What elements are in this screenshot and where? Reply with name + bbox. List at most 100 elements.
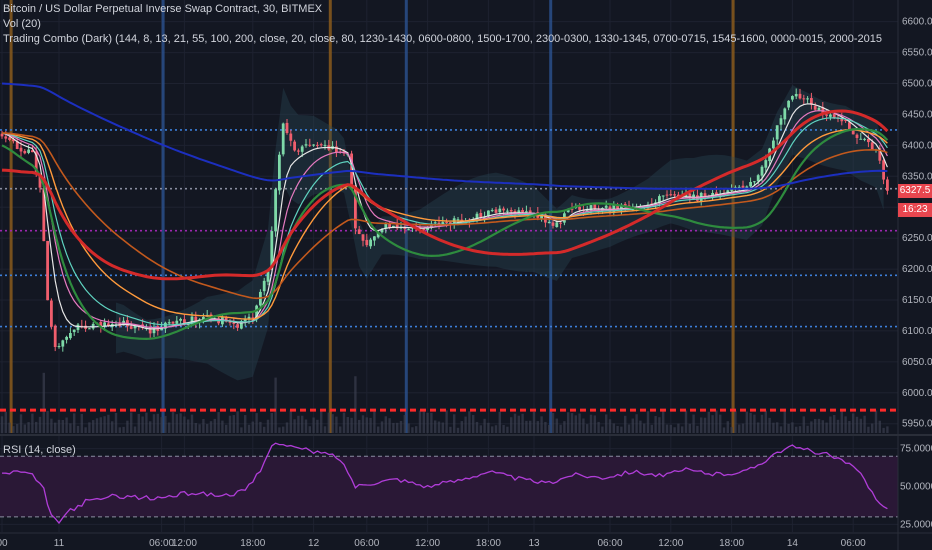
candle bbox=[566, 209, 570, 213]
candle bbox=[855, 134, 859, 138]
volume-bar bbox=[308, 426, 311, 433]
volume-bar bbox=[437, 421, 441, 433]
volume-bar bbox=[760, 414, 764, 433]
volume-bar bbox=[491, 426, 494, 433]
candle bbox=[802, 98, 806, 100]
candle bbox=[540, 214, 543, 219]
volume-bar bbox=[472, 414, 475, 433]
last-price-tag: 6327.5 bbox=[898, 184, 932, 198]
volume-bar bbox=[339, 426, 342, 433]
volume-bar bbox=[741, 423, 745, 433]
candle bbox=[15, 140, 19, 149]
volume-bar bbox=[54, 422, 57, 433]
volume-bar bbox=[810, 421, 813, 433]
candle bbox=[422, 228, 426, 231]
volume-bar bbox=[217, 412, 220, 433]
volume-bar bbox=[669, 424, 672, 433]
volume-bar bbox=[369, 417, 372, 433]
time-tick-label: 18:00 bbox=[476, 538, 501, 549]
candle bbox=[521, 210, 524, 213]
volume-bar bbox=[304, 419, 308, 433]
candle bbox=[179, 318, 182, 321]
volume-bar bbox=[768, 417, 771, 433]
volume-bar bbox=[867, 426, 870, 433]
volume-bar bbox=[529, 420, 532, 433]
time-tick-label: 12:00 bbox=[172, 538, 197, 549]
time-tick-label: 06:00 bbox=[841, 538, 866, 549]
candle bbox=[72, 329, 76, 333]
volume-bar bbox=[251, 421, 254, 433]
session-column bbox=[731, 0, 735, 433]
volume-bar bbox=[654, 416, 657, 433]
volume-bar bbox=[525, 420, 528, 433]
candle bbox=[783, 108, 787, 120]
volume-bar bbox=[859, 418, 862, 433]
candle bbox=[813, 105, 817, 110]
candle bbox=[243, 318, 247, 321]
volume-bar bbox=[95, 418, 99, 433]
price-tick-label: 6350.0 bbox=[902, 171, 932, 182]
candle bbox=[175, 320, 179, 324]
volume-bar bbox=[50, 418, 53, 433]
candle bbox=[547, 221, 551, 224]
volume-bar bbox=[145, 412, 148, 433]
candle bbox=[107, 323, 110, 327]
volume-bar bbox=[456, 427, 460, 433]
candle bbox=[475, 213, 479, 219]
candle bbox=[433, 222, 437, 224]
volume-bar bbox=[650, 424, 653, 433]
candle bbox=[323, 144, 327, 146]
candle bbox=[88, 328, 91, 330]
volume-bar bbox=[331, 414, 334, 433]
rsi-tick-label: 75.0000 bbox=[900, 444, 932, 455]
time-tick-label: 06:00 bbox=[597, 538, 622, 549]
volume-bar bbox=[624, 415, 627, 433]
volume-bar bbox=[601, 426, 604, 433]
candle bbox=[129, 326, 133, 329]
candle bbox=[498, 208, 502, 213]
candle bbox=[753, 181, 756, 183]
time-tick-label: 18:00 bbox=[240, 538, 265, 549]
volume-bar bbox=[430, 412, 433, 433]
volume-bar bbox=[441, 422, 444, 433]
volume-bar bbox=[608, 419, 612, 433]
volume-bar bbox=[327, 412, 330, 433]
candle bbox=[817, 107, 821, 111]
volume-bar bbox=[745, 411, 748, 433]
volume-bar bbox=[643, 423, 646, 433]
cloud bbox=[116, 85, 884, 381]
volume-bar bbox=[69, 423, 72, 433]
volume-bar bbox=[152, 414, 156, 433]
volume-bar bbox=[502, 425, 505, 433]
volume-bar bbox=[707, 411, 710, 433]
volume-bar bbox=[791, 422, 794, 433]
volume-bar bbox=[460, 421, 463, 433]
candle bbox=[31, 150, 34, 153]
candle bbox=[798, 93, 802, 99]
volume-bar bbox=[221, 420, 224, 433]
volume-bar bbox=[342, 412, 346, 433]
candle bbox=[369, 239, 372, 247]
volume-bar bbox=[198, 424, 201, 433]
candle bbox=[863, 138, 866, 140]
volume-bar bbox=[536, 421, 539, 433]
volume-bar bbox=[76, 425, 80, 433]
volume-bar bbox=[681, 426, 684, 433]
volume-bar bbox=[73, 413, 76, 433]
candle bbox=[236, 324, 239, 328]
candle bbox=[312, 144, 315, 146]
volume-bar bbox=[301, 415, 304, 433]
candle bbox=[53, 325, 57, 348]
candle bbox=[555, 222, 559, 228]
ema-green-line bbox=[1, 127, 889, 341]
candle bbox=[57, 346, 61, 348]
session-column bbox=[161, 0, 165, 433]
volume-bar bbox=[567, 412, 570, 433]
candle bbox=[183, 319, 186, 324]
volume-bar bbox=[738, 424, 741, 433]
candle bbox=[46, 240, 49, 301]
candle bbox=[388, 223, 391, 228]
volume-bar bbox=[156, 413, 159, 433]
candle bbox=[392, 225, 395, 228]
